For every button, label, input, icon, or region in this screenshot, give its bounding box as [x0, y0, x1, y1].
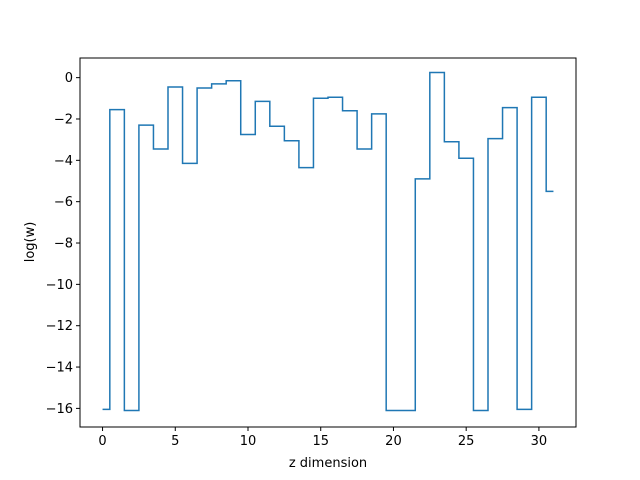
y-axis-label: log(w): [23, 222, 38, 263]
y-axis: 0 −2 −4 −6 −8 −10 −12 −14 −16: [46, 71, 80, 417]
x-tick-label: 15: [312, 434, 329, 449]
y-tick-label: −4: [54, 154, 73, 169]
y-tick-label: −6: [54, 195, 73, 210]
x-tick-label: 10: [240, 434, 257, 449]
x-axis: 0 5 10 15 20 25 30: [98, 427, 547, 449]
y-tick-label: 0: [65, 71, 73, 86]
y-tick-label: −12: [46, 319, 73, 334]
y-tick-label: −2: [54, 112, 73, 127]
x-tick-label: 30: [531, 434, 548, 449]
y-tick-label: −16: [46, 402, 73, 417]
y-tick-label: −10: [46, 278, 73, 293]
x-axis-label: z dimension: [289, 456, 367, 471]
x-tick-label: 20: [385, 434, 402, 449]
series-line: [102, 71, 554, 412]
y-tick-label: −8: [54, 237, 73, 252]
y-tick-label: −14: [46, 361, 73, 376]
axes-frame: [79, 57, 577, 428]
x-tick-label: 0: [98, 434, 106, 449]
x-tick-label: 25: [458, 434, 475, 449]
x-tick-label: 5: [171, 434, 179, 449]
plot-area: [102, 71, 554, 412]
